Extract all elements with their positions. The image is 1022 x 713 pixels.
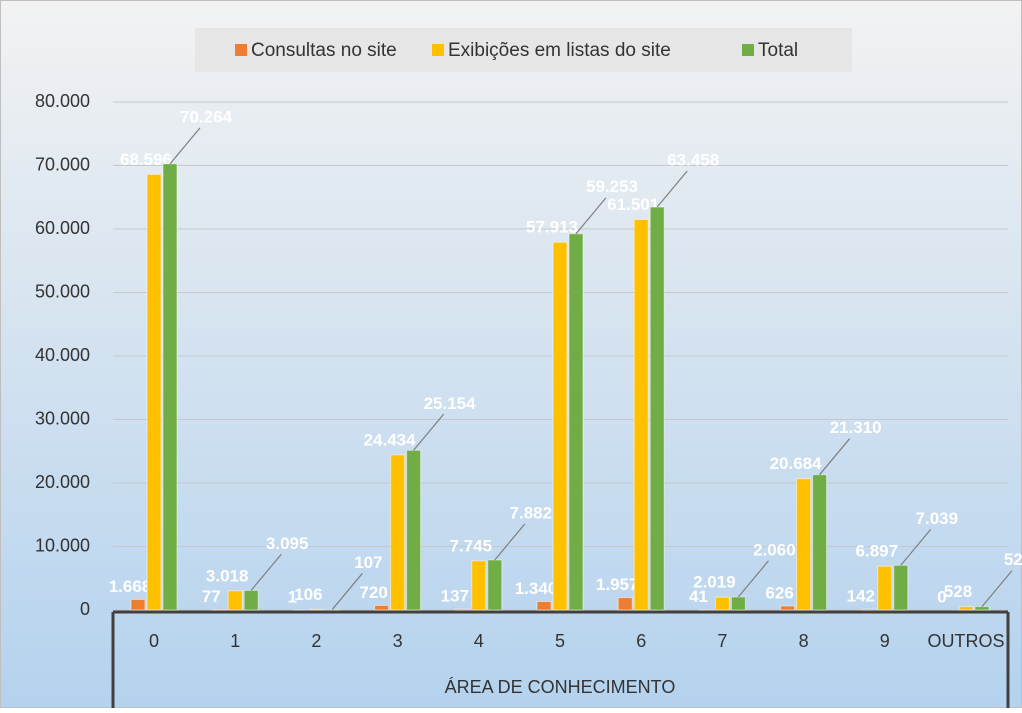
data-label: 77 [202, 587, 221, 606]
x-tick-label: 6 [636, 631, 646, 651]
bar [813, 475, 827, 610]
bar [569, 234, 583, 610]
data-label: 7.039 [916, 509, 959, 528]
y-tick-label: 70.000 [35, 154, 90, 174]
x-tick-label: 2 [311, 631, 321, 651]
bar [244, 590, 258, 610]
data-label: 106 [294, 585, 322, 604]
data-label: 1.668 [109, 577, 152, 596]
data-label: 2.060 [753, 540, 796, 559]
y-tick-label: 80.000 [35, 91, 90, 111]
y-tick-label: 20.000 [35, 472, 90, 492]
y-tick-label: 30.000 [35, 408, 90, 428]
x-tick-label: 8 [799, 631, 809, 651]
bar [456, 609, 470, 610]
legend-swatch [432, 44, 444, 56]
data-label: 626 [765, 584, 793, 603]
data-label: 24.434 [364, 430, 417, 449]
bar [325, 609, 339, 610]
legend-swatch [742, 44, 754, 56]
bar [894, 565, 908, 610]
data-label: 25.154 [424, 394, 477, 413]
bar [797, 479, 811, 610]
data-label: 720 [359, 583, 387, 602]
data-label: 137 [441, 587, 469, 606]
x-tick-label: 9 [880, 631, 890, 651]
bar [309, 609, 323, 610]
x-tick-label: 3 [393, 631, 403, 651]
data-label: 7.882 [510, 503, 553, 522]
data-label: 6.897 [856, 542, 899, 561]
data-label: 1.340 [515, 579, 558, 598]
bar [553, 242, 567, 610]
data-label: 7.745 [450, 536, 493, 555]
x-tick-label: 5 [555, 631, 565, 651]
data-label: 107 [354, 553, 382, 572]
bar [375, 605, 389, 610]
data-label: 3.095 [266, 534, 309, 553]
y-tick-label: 60.000 [35, 218, 90, 238]
x-tick-label: 1 [230, 631, 240, 651]
data-label: 70.264 [180, 107, 233, 126]
data-label: 20.684 [770, 454, 823, 473]
bar [975, 607, 989, 610]
data-label: 59.253 [586, 177, 638, 196]
legend-label: Exibições em listas do site [448, 40, 671, 61]
bar [163, 164, 177, 610]
bar [781, 606, 795, 610]
data-label: 2.019 [693, 573, 736, 592]
bar [650, 207, 664, 610]
legend-label: Consultas no site [251, 40, 397, 61]
bar [488, 560, 502, 610]
data-label: 1.957 [596, 575, 639, 594]
data-label: 528 [944, 582, 972, 601]
y-tick-label: 40.000 [35, 345, 90, 365]
bar [731, 597, 745, 610]
data-label: 21.310 [830, 418, 882, 437]
bar [959, 607, 973, 610]
bar [472, 561, 486, 610]
legend-swatch [235, 44, 247, 56]
bar [228, 591, 242, 610]
x-tick-label: OUTROS [927, 631, 1004, 651]
bar [407, 450, 421, 610]
bar [537, 601, 551, 610]
bar [618, 598, 632, 610]
x-tick-label: 7 [717, 631, 727, 651]
y-tick-label: 10.000 [35, 535, 90, 555]
data-label: 3.018 [206, 566, 249, 585]
bar [715, 597, 729, 610]
bar [862, 609, 876, 610]
x-tick-label: 0 [149, 631, 159, 651]
y-tick-label: 0 [80, 599, 90, 619]
data-label: 142 [847, 587, 875, 606]
x-tick-label: 4 [474, 631, 484, 651]
bar [391, 455, 405, 610]
x-axis-title: ÁREA DE CONHECIMENTO [445, 677, 676, 697]
data-label: 528 [1004, 550, 1022, 569]
y-tick-label: 50.000 [35, 281, 90, 301]
bar [131, 599, 145, 610]
bar [634, 219, 648, 610]
legend-label: Total [758, 40, 798, 61]
bar [147, 174, 161, 610]
data-label: 63.458 [667, 151, 719, 170]
bar [878, 566, 892, 610]
